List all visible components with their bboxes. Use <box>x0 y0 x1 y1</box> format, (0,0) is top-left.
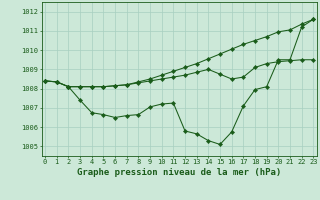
X-axis label: Graphe pression niveau de la mer (hPa): Graphe pression niveau de la mer (hPa) <box>77 168 281 177</box>
